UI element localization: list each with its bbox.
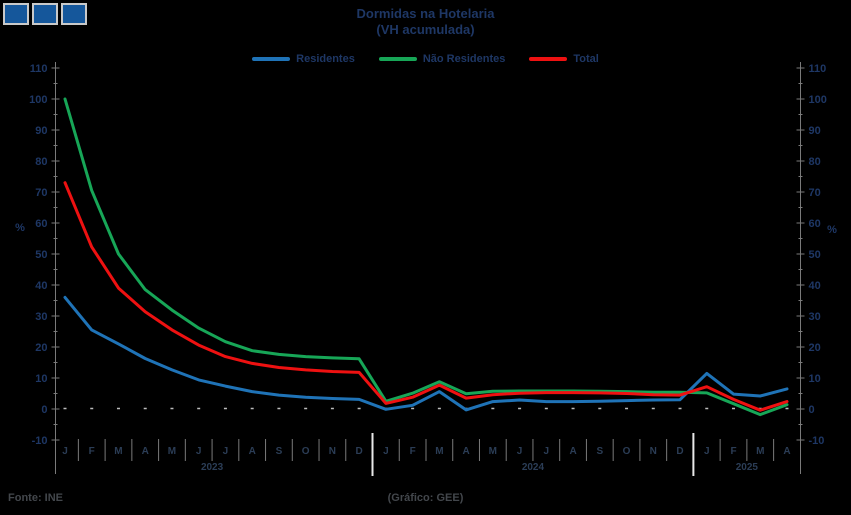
month-label: M [489,446,497,457]
month-label: A [462,446,469,457]
y-axis-label-right: 90 [809,125,821,137]
y-axis-label-right: 110 [809,63,827,75]
y-axis-label-left: -10 [32,435,48,447]
month-label: J [196,446,202,457]
y-axis-label-right: 50 [809,249,821,261]
year-label: 2024 [522,462,545,473]
logo [3,3,87,25]
month-label: S [596,446,603,457]
y-axis-label-right: 80 [809,156,821,168]
y-axis-label-left: 10 [35,373,47,385]
month-label: M [114,446,122,457]
month-label: M [756,446,764,457]
y-axis-label-right: -10 [809,435,825,447]
month-label: O [302,446,310,457]
legend-swatch-icon [378,57,417,61]
month-label: O [623,446,631,457]
month-label: N [650,446,657,457]
y-axis-label-left: 80 [35,156,47,168]
month-label: A [249,446,256,457]
y-axis-label-right: 40 [809,280,821,292]
month-label: S [276,446,283,457]
legend-item: Não Residentes [378,53,506,65]
month-label: F [410,446,416,457]
year-label: 2025 [736,462,759,473]
month-label: J [383,446,389,457]
month-label: J [704,446,710,457]
y-axis-label-right: 70 [809,187,821,199]
logo-square [32,3,58,25]
legend-label: Total [573,53,599,65]
legend-swatch-icon [252,57,291,61]
y-axis-label-right: 30 [809,311,821,323]
y-axis-label-left: 100 [29,94,47,106]
legend: Residentes Não Residentes Total [0,53,851,65]
chart-title: Dormidas na Hotelaria [356,6,495,21]
month-label: F [730,446,736,457]
logo-square [3,3,29,25]
month-label: D [676,446,683,457]
y-axis-label-left: 60 [35,218,47,230]
y-axis-title-left: % [15,222,25,234]
y-axis-label-right: 60 [809,218,821,230]
legend-label: Residentes [296,53,355,65]
y-axis-label-right: 10 [809,373,821,385]
month-label: A [569,446,576,457]
source-note: Fonte: INE [8,492,63,504]
series-line-residentes [63,295,789,412]
month-label: M [435,446,443,457]
y-axis-title-right: % [827,224,837,236]
y-axis-label-right: 20 [809,342,821,354]
y-axis-label-left: 40 [35,280,47,292]
y-axis-label-left: 20 [35,342,47,354]
y-axis-label-left: 30 [35,311,47,323]
legend-item: Total [529,53,599,65]
series-line-total [63,181,789,412]
y-axis-label-left: 70 [35,187,47,199]
year-label: 2023 [201,462,224,473]
y-axis-label-right: 100 [809,94,827,106]
month-label: J [544,446,550,457]
month-label: J [517,446,523,457]
y-axis-label-left: 90 [35,125,47,137]
credit-note: (Gráfico: GEE) [387,492,464,504]
series-line-não-residentes [63,97,789,417]
legend-label: Não Residentes [422,53,506,65]
month-label: A [142,446,149,457]
y-axis-label-left: 50 [35,249,47,261]
legend-item: Residentes [252,53,355,65]
month-label: J [62,446,68,457]
legend-swatch-icon [529,57,568,61]
month-label: D [356,446,363,457]
month-label: F [89,446,95,457]
month-label: M [168,446,176,457]
month-label: A [783,446,790,457]
month-label: J [223,446,229,457]
logo-square [61,3,87,25]
y-axis-label-left: 110 [30,63,48,75]
y-axis-label-right: 0 [809,404,815,416]
chart-subtitle: (VH acumulada) [376,22,475,37]
month-label: N [329,446,336,457]
y-axis-label-left: 0 [41,404,47,416]
